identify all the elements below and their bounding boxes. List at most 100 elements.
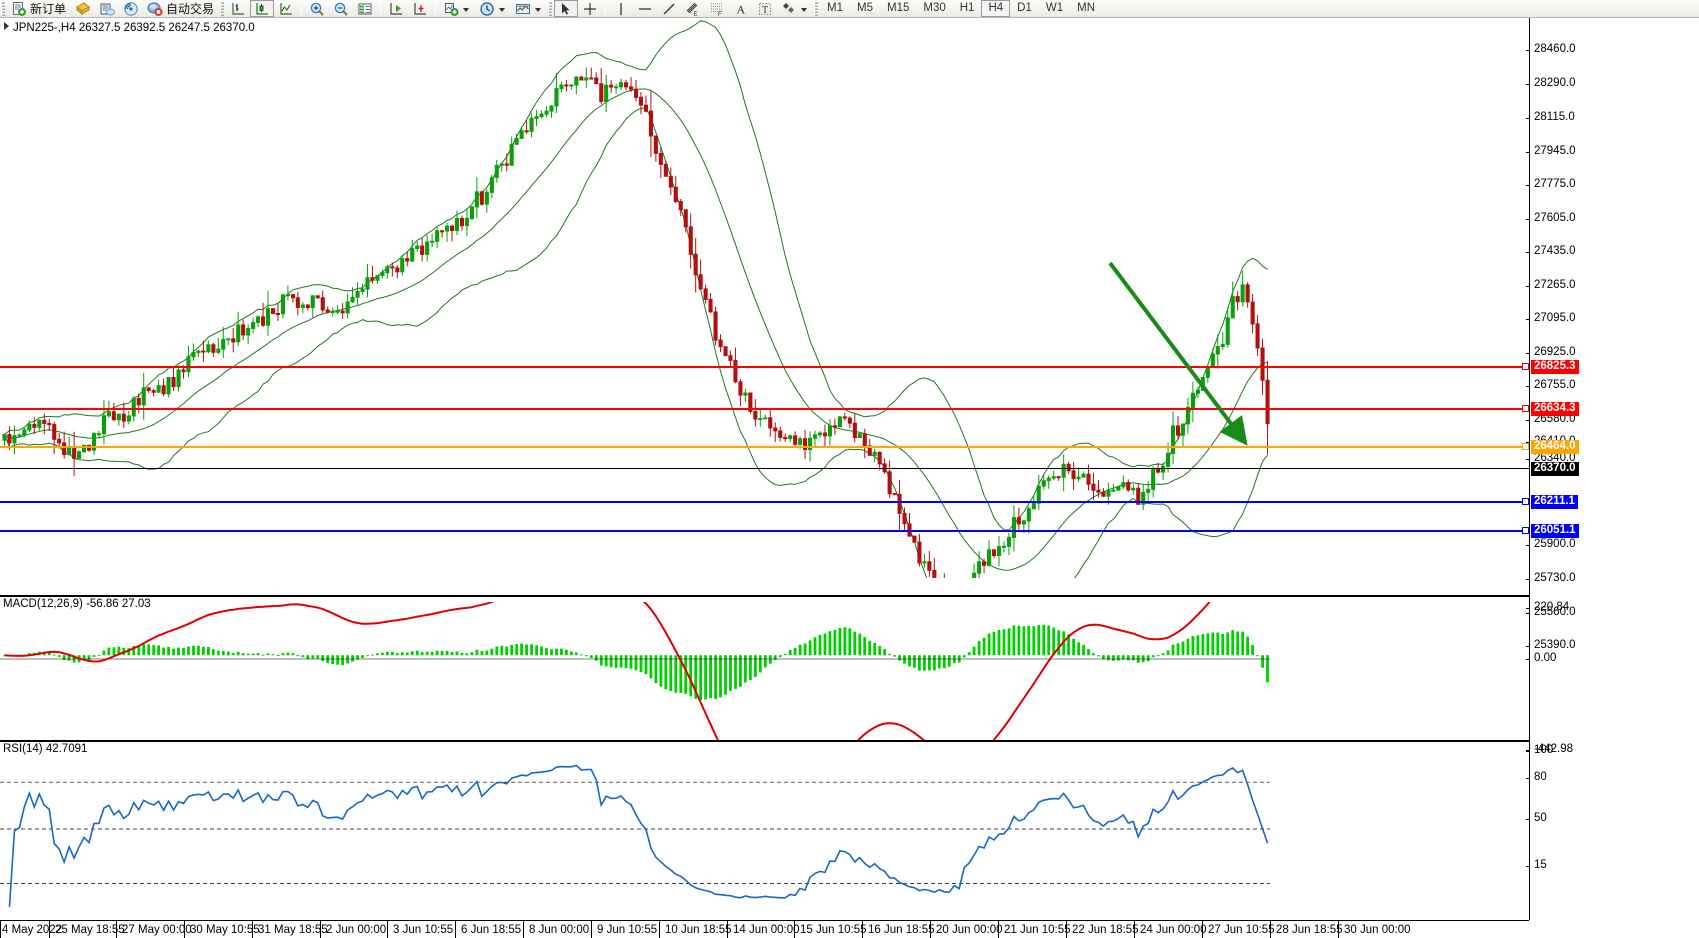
candlestick-chart-button[interactable] [250,0,275,17]
macd-tick-label: -442.98 [1534,743,1574,755]
candlestick-chart-icon [254,1,270,17]
auto-trading-button[interactable]: 自动交易 [143,0,219,17]
cursor-button[interactable] [554,0,579,17]
timeframe-m5[interactable]: M5 [857,2,873,14]
price-tick-label: 27435.0 [1534,245,1576,257]
rsi-tick-label: 50 [1534,812,1547,824]
toolbar-grip-4[interactable] [814,1,819,16]
auto-scroll-button[interactable] [408,0,432,17]
price-tick-label: 25730.0 [1534,572,1576,584]
vertical-line-icon [613,1,629,17]
price-plot [2,20,1270,578]
svg-text:T: T [762,5,768,16]
text-button[interactable]: A [729,0,753,17]
bar-chart-icon [230,1,246,17]
rsi-tick-mark [1526,866,1530,867]
svg-text:E: E [694,11,698,17]
level-line-support-1[interactable] [0,498,1529,505]
rsi-tick-label: 100 [1534,744,1554,756]
text-label-button[interactable]: T [753,0,777,17]
time-tick-mark [1134,921,1135,938]
vertical-line-button[interactable] [609,0,633,17]
price-tick-label: 26580.0 [1534,413,1576,425]
timeframe-group: M1 M5 M15 M30 H1 H4 D1 W1 MN [820,0,1102,17]
time-tick-label: 8 Jun 00:00 [529,924,590,936]
fibonacci-button[interactable]: F [705,0,729,18]
trendline-button[interactable] [657,0,681,17]
auto-trading-label: 自动交易 [166,2,215,16]
price-tick-label: 25560.0 [1534,606,1576,618]
macd-tick-label: 0.00 [1534,652,1557,664]
wallet-button[interactable] [71,0,95,17]
level-handle-pivot-level[interactable] [1522,443,1529,450]
chart-container[interactable]: 28460.0 28290.0 28115.0 27945.0 27775.0 27605… [0,18,1699,938]
price-tag-support-1[interactable]: 26211.1 [1531,495,1578,509]
timeframe-m1[interactable]: M1 [827,2,844,14]
zoom-in-button[interactable] [305,0,329,17]
price-tick-mark [1526,442,1530,443]
crosshair-icon [582,1,598,17]
level-line-support-2[interactable] [0,527,1529,534]
level-handle-support-2[interactable] [1522,527,1529,534]
shift-end-button[interactable] [384,0,408,17]
price-tag-resistance-1[interactable]: 26825.3 [1531,360,1579,374]
level-handle-support-1[interactable] [1522,498,1529,505]
svg-text:F: F [718,12,722,17]
time-tick-label: 14 Jun 00:00 [733,924,800,936]
new-order-label: 新订单 [30,2,67,16]
price-tick-label: 28115.0 [1534,111,1575,123]
time-tick-label: 24 Jun 00:00 [1140,924,1207,936]
terminal-button[interactable] [95,0,119,17]
level-line-resistance-1[interactable] [0,363,1529,370]
timeframe-h1[interactable]: H1 [959,2,975,14]
price-tick-label: 28290.0 [1534,77,1576,89]
time-tick-mark [659,921,660,938]
price-tag-current-price[interactable]: 26370.0 [1531,462,1579,476]
toolbar-grip-3[interactable] [548,1,553,16]
new-order-icon [11,1,27,17]
time-axis[interactable]: 4 May 2022 25 May 18:55 27 May 00:00 30 May… [0,920,1529,938]
price-tag-resistance-2[interactable]: 26634.3 [1531,402,1579,416]
time-tick-mark [1270,921,1271,938]
signals-icon [123,1,139,17]
level-line-pivot-level[interactable] [0,443,1529,450]
zoom-out-button[interactable] [329,0,353,17]
time-tick-label: 21 Jun 10:55 [1004,924,1071,936]
data-window-button[interactable] [353,0,377,17]
level-line-current-price[interactable] [0,468,1529,469]
timeframe-m15[interactable]: M15 [887,2,910,14]
level-line-resistance-2[interactable] [0,405,1529,412]
bar-chart-button[interactable] [226,0,250,17]
timeframe-mn[interactable]: MN [1077,2,1095,14]
period-button[interactable] [475,0,511,17]
equidistant-channel-button[interactable]: E [681,0,705,17]
crosshair-button[interactable] [578,0,602,17]
objects-dropdown-caret[interactable] [801,7,808,12]
price-tag-support-2[interactable]: 26051.1 [1531,524,1579,538]
time-tick-label: 6 Jun 18:55 [461,924,522,936]
toolbar-separator-2 [380,1,382,16]
timeframe-w1[interactable]: W1 [1045,2,1064,14]
line-chart-button[interactable] [274,0,298,17]
signals-button[interactable] [119,0,143,17]
price-tick-mark [1526,646,1530,647]
level-handle-resistance-2[interactable] [1522,405,1529,412]
indicators-dropdown-caret[interactable] [463,7,470,12]
indicators-button[interactable] [439,0,475,17]
new-order-button[interactable]: 新订单 [7,0,71,17]
objects-button[interactable] [777,0,813,17]
period-dropdown-caret[interactable] [499,7,506,12]
time-tick-mark [1338,921,1339,938]
time-tick-mark [0,921,1,938]
price-tag-pivot-level[interactable]: 26464.0 [1531,440,1579,454]
templates-dropdown-caret[interactable] [535,7,542,12]
level-handle-resistance-1[interactable] [1522,363,1529,370]
templates-button[interactable] [511,0,547,17]
horizontal-line-button[interactable] [633,0,657,17]
toolbar-grip[interactable] [1,1,5,16]
toolbar-grip-2[interactable] [220,1,225,16]
timeframe-h4[interactable]: H4 [981,0,1011,17]
time-tick-mark [184,921,185,938]
timeframe-m30[interactable]: M30 [923,2,946,14]
timeframe-d1[interactable]: D1 [1017,2,1032,14]
